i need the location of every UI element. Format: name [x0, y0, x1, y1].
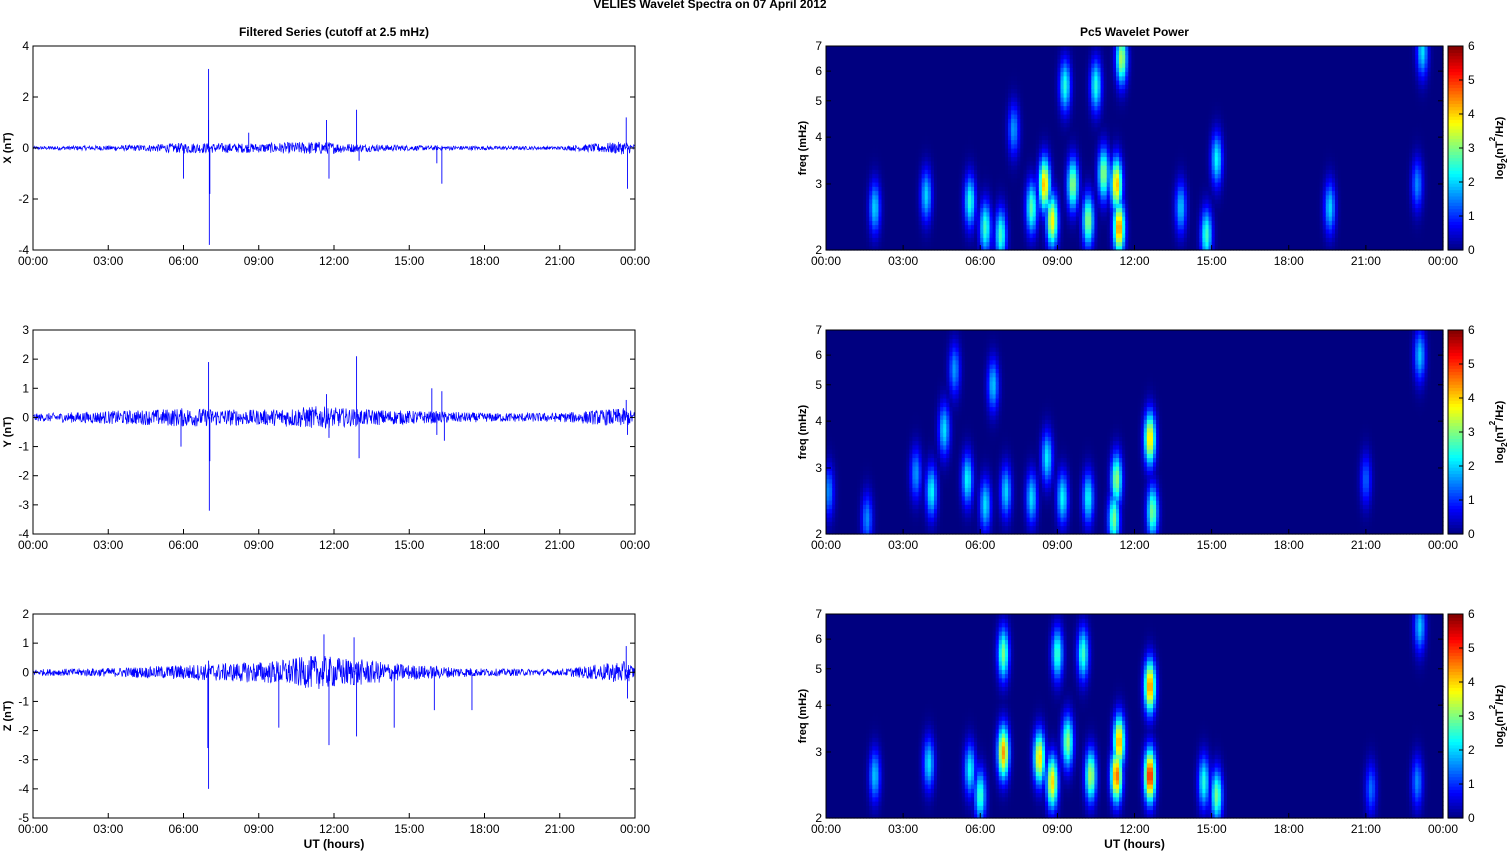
x-tick-label: 15:00: [394, 538, 424, 552]
y-tick-label: 0: [22, 141, 29, 155]
x-tick-label: 00:00: [18, 254, 48, 268]
y-tick-label: -1: [18, 694, 29, 708]
x-tick-label: 12:00: [319, 538, 349, 552]
y-tick-label: 2: [22, 607, 29, 621]
x-tick-label: 09:00: [244, 254, 274, 268]
filtered-series-x: 420-2-400:00 03:00 06:00 09:00 12:00 15:00 18:…: [2, 25, 650, 268]
x-tick-label: 21:00: [545, 822, 575, 836]
y-tick-label: -1: [18, 440, 29, 454]
x-tick-label: 18:00: [469, 254, 499, 268]
x-tick-label: 09:00: [244, 822, 274, 836]
x-tick-label: 03:00: [93, 822, 123, 836]
y-axis-label: X (nT): [2, 132, 14, 163]
y-tick-label: 2: [22, 90, 29, 104]
x-tick-label: 00:00: [620, 538, 650, 552]
y-tick-label: -2: [18, 724, 29, 738]
y-tick-label: -4: [18, 782, 29, 796]
y-tick-label: 4: [22, 39, 29, 53]
x-tick-label: 00:00: [620, 254, 650, 268]
y-tick-label: 1: [22, 381, 29, 395]
x-tick-label: 21:00: [545, 254, 575, 268]
x-tick-label: 00:00: [620, 822, 650, 836]
x-tick-label: 06:00: [168, 538, 198, 552]
x-tick-label: 03:00: [93, 538, 123, 552]
y-tick-label: -3: [18, 753, 29, 767]
x-tick-label: 03:00: [93, 254, 123, 268]
x-tick-label: 06:00: [168, 822, 198, 836]
figure-title: VELIES Wavelet Spectra on 07 April 2012: [593, 0, 827, 11]
plot-area: [33, 614, 635, 818]
y-tick-label: -2: [18, 192, 29, 206]
y-tick-label: -3: [18, 498, 29, 512]
x-tick-label: 00:00: [18, 822, 48, 836]
x-tick-label: 12:00: [319, 822, 349, 836]
x-tick-label: 06:00: [168, 254, 198, 268]
y-tick-label: -2: [18, 469, 29, 483]
x-tick-label: 15:00: [394, 822, 424, 836]
x-tick-label: 00:00: [18, 538, 48, 552]
plot-area: [33, 330, 635, 534]
x-tick-label: 09:00: [244, 538, 274, 552]
y-tick-label: 3: [22, 323, 29, 337]
y-tick-label: 0: [22, 410, 29, 424]
filtered-series-z: 210-1-2-3-4-500:00 03:00 06:00 09:00 12:00 15…: [2, 607, 650, 851]
y-tick-label: 0: [22, 665, 29, 679]
x-axis-label: UT (hours): [304, 837, 365, 851]
y-tick-label: 2: [22, 352, 29, 366]
x-tick-label: 15:00: [394, 254, 424, 268]
heatmap-cells: [826, 46, 1444, 251]
x-tick-label: 18:00: [469, 822, 499, 836]
y-tick-label: 1: [22, 636, 29, 650]
y-axis-label: Z (nT): [2, 700, 14, 731]
x-tick-label: 12:00: [319, 254, 349, 268]
panels: 4 2 0 -2 -4 00:00 03:00 06:00 09:00 12:00 15:00 18:…: [2, 25, 1509, 851]
x-tick-label: 18:00: [469, 538, 499, 552]
y-axis-label: Y (nT): [2, 416, 14, 447]
panel-title: Filtered Series (cutoff at 2.5 mHz): [239, 25, 429, 39]
x-tick-label: 21:00: [545, 538, 575, 552]
